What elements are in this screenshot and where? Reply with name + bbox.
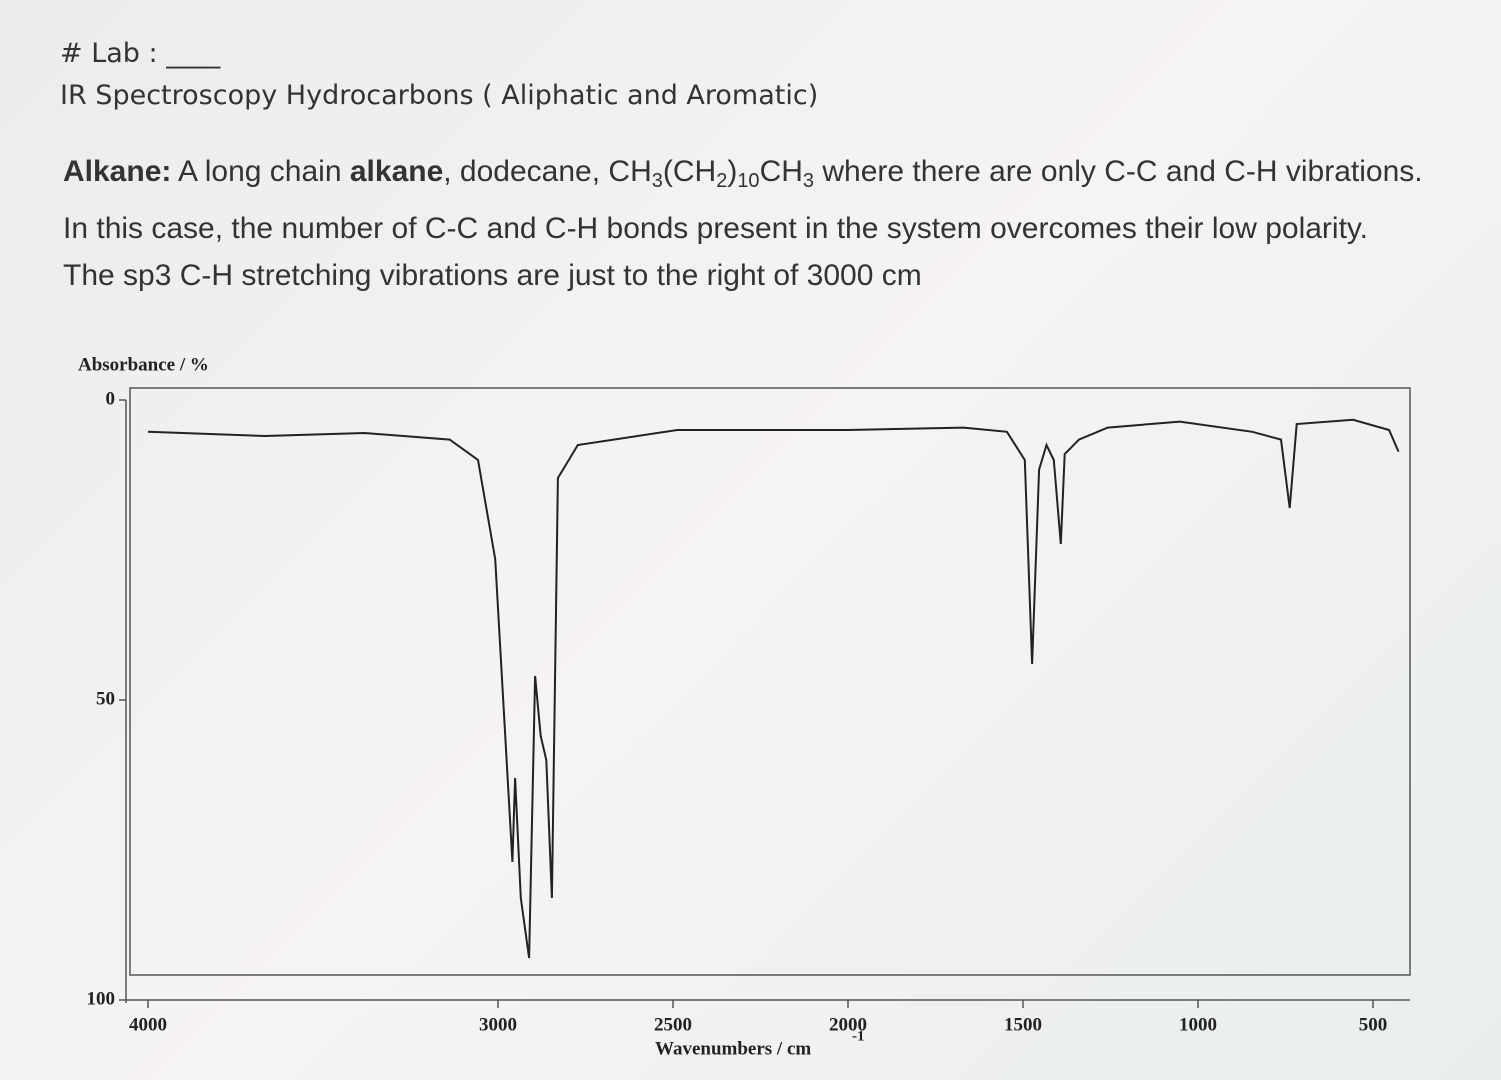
x-axis-title-sup: -1 <box>852 1028 865 1044</box>
text-segment: Alkane: <box>63 155 172 188</box>
text-segment: alkane <box>349 155 444 188</box>
spectrum-line <box>147 418 1400 959</box>
text-segment: 2 <box>716 170 728 192</box>
x-tick-label: 3000 <box>479 1014 517 1035</box>
text-segment: 3 <box>651 170 663 192</box>
x-tick-label: 4000 <box>129 1014 167 1035</box>
x-tick-label: 500 <box>1359 1014 1388 1035</box>
text-segment: where there are only C-C and C-H vibrati… <box>63 155 1423 292</box>
x-tick-label: 1500 <box>1004 1014 1042 1035</box>
text-segment: CH <box>759 155 803 188</box>
doc-title: IR Spectroscopy Hydrocarbons ( Aliphatic… <box>60 80 819 111</box>
lab-label: # Lab : ____ <box>60 38 221 69</box>
text-segment: ) <box>727 155 738 188</box>
x-tick-label: 2000 <box>829 1014 867 1035</box>
paragraph: Alkane: A long chain alkane, dodecane, C… <box>63 148 1423 299</box>
y-tick-label: 50 <box>96 688 115 709</box>
x-tick-label: 1000 <box>1179 1014 1217 1035</box>
text-segment: , dodecane, CH <box>443 155 652 188</box>
text-segment: A long chain <box>171 155 350 188</box>
plot-frame <box>129 387 1411 976</box>
x-axis-title: Wavenumbers / cm <box>655 1038 811 1059</box>
y-axis-title: Absorbance / % <box>78 354 209 375</box>
text-segment: 10 <box>737 170 760 192</box>
y-tick-label: 0 <box>106 388 116 409</box>
y-tick-label: 100 <box>87 988 116 1009</box>
text-segment: (CH <box>662 155 717 188</box>
x-tick-label: 2500 <box>654 1014 692 1035</box>
text-segment: 3 <box>802 170 815 192</box>
